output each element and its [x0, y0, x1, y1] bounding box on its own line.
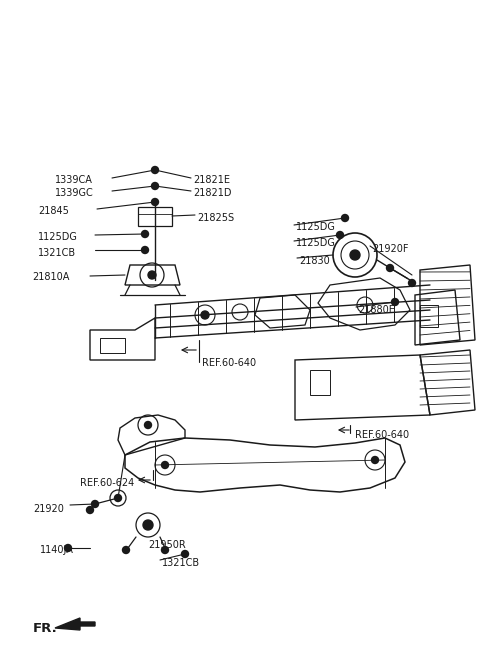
Circle shape [142, 231, 148, 238]
Text: REF.60-640: REF.60-640 [202, 358, 256, 368]
Text: 1125DG: 1125DG [296, 222, 336, 232]
Bar [420, 305, 438, 327]
Circle shape [152, 198, 158, 206]
Circle shape [386, 265, 394, 272]
Text: 1321CB: 1321CB [162, 558, 200, 568]
Circle shape [143, 520, 153, 530]
Text: 1140JA: 1140JA [40, 545, 74, 555]
Circle shape [122, 546, 130, 553]
Circle shape [152, 166, 158, 174]
Circle shape [336, 231, 344, 238]
Text: 21920: 21920 [33, 504, 64, 514]
Circle shape [92, 500, 98, 508]
Circle shape [341, 214, 348, 221]
Circle shape [142, 246, 148, 253]
Circle shape [64, 544, 72, 552]
Polygon shape [55, 618, 95, 630]
Text: 21880E: 21880E [358, 305, 395, 315]
Text: 21821D: 21821D [193, 188, 231, 198]
Circle shape [148, 271, 156, 279]
Circle shape [161, 546, 168, 553]
Text: FR.: FR. [33, 622, 58, 635]
Text: 1321CB: 1321CB [38, 248, 76, 258]
Circle shape [350, 250, 360, 260]
Bar [310, 370, 330, 395]
Text: 21845: 21845 [38, 206, 69, 216]
Circle shape [86, 506, 94, 514]
Circle shape [201, 311, 209, 319]
Circle shape [144, 422, 152, 428]
Circle shape [181, 550, 189, 557]
Text: REF.60-640: REF.60-640 [355, 430, 409, 440]
Text: 21810A: 21810A [32, 272, 70, 282]
Bar [100, 338, 125, 353]
Circle shape [161, 462, 168, 468]
Circle shape [408, 280, 416, 286]
Circle shape [372, 457, 379, 464]
Circle shape [152, 183, 158, 189]
Text: 21821E: 21821E [193, 175, 230, 185]
Text: REF.60-624: REF.60-624 [80, 478, 134, 488]
Circle shape [115, 495, 121, 502]
Text: 1125DG: 1125DG [38, 232, 78, 242]
Text: 21830: 21830 [299, 256, 330, 266]
Text: 21920F: 21920F [372, 244, 408, 254]
Text: 1339CA: 1339CA [55, 175, 93, 185]
Circle shape [392, 299, 398, 305]
Text: 21825S: 21825S [197, 213, 234, 223]
Text: 1125DG: 1125DG [296, 238, 336, 248]
Text: 21950R: 21950R [148, 540, 186, 550]
Text: 1339GC: 1339GC [55, 188, 94, 198]
